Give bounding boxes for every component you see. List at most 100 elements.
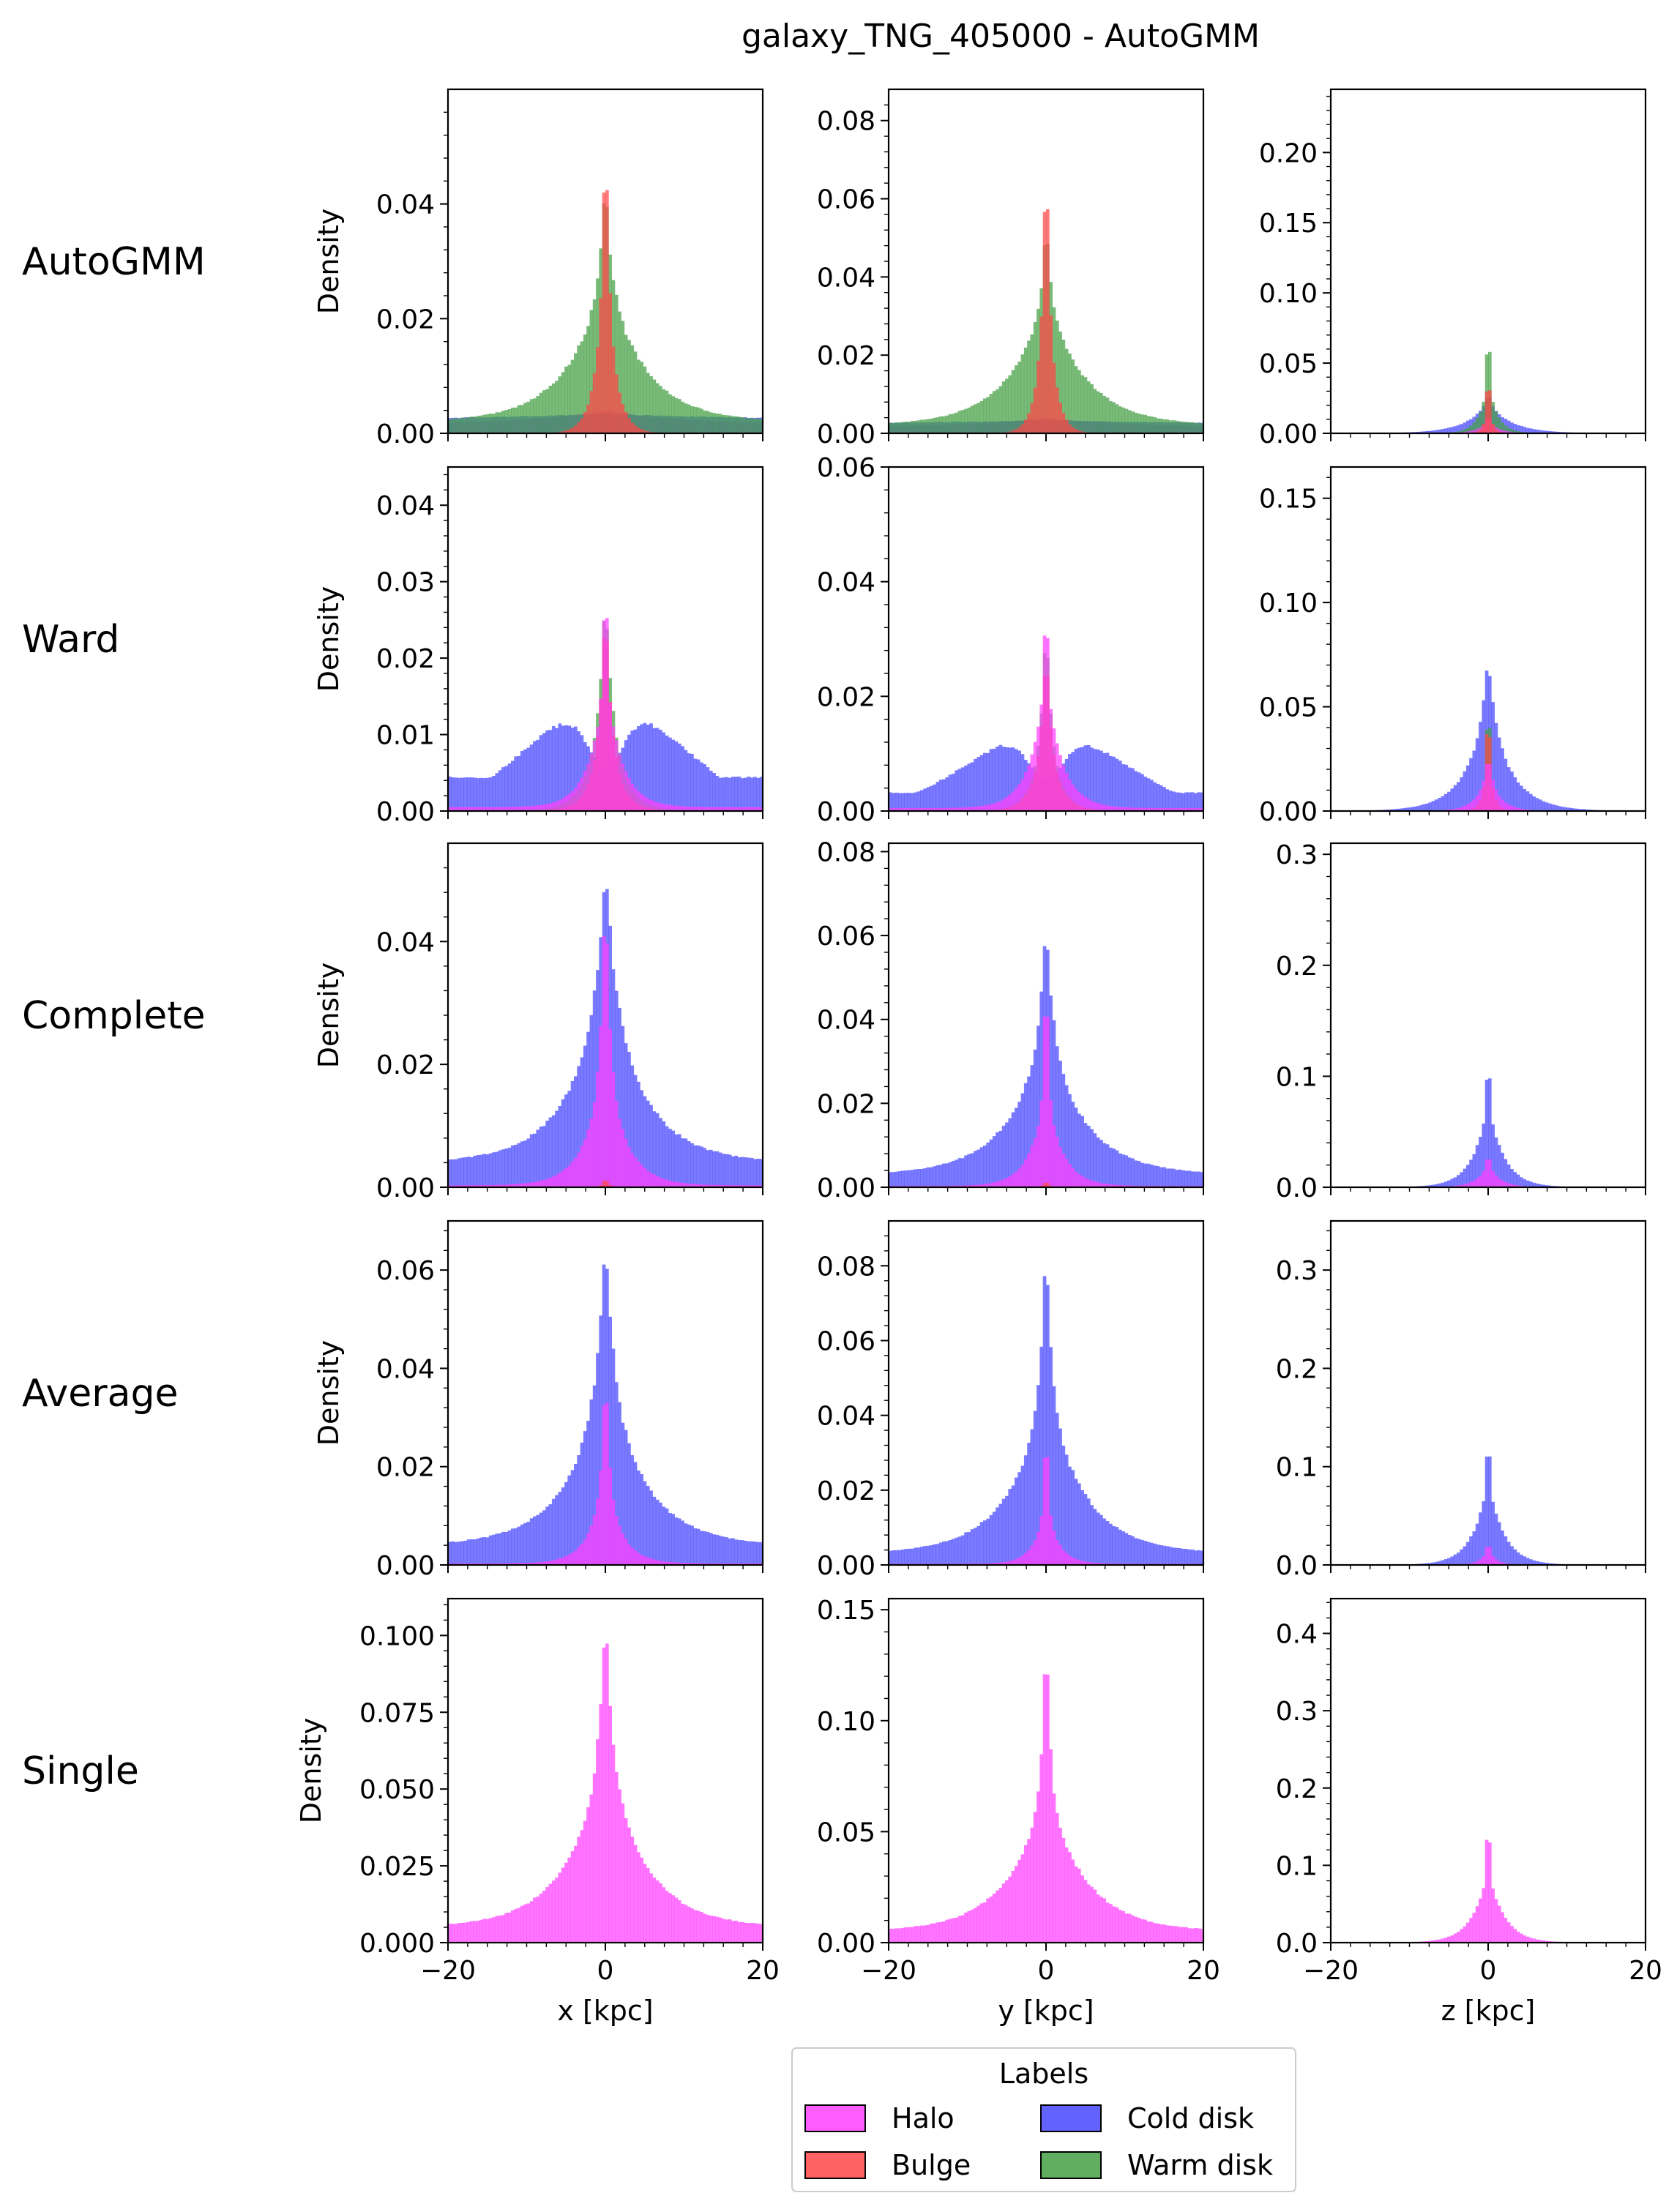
histogram-bar [561,798,565,811]
histogram-bar [526,1563,531,1565]
histogram-bar [970,1153,974,1187]
histogram-bar [655,1113,660,1187]
histogram-bar [1482,1888,1486,1943]
histogram-bar [992,1182,996,1187]
histogram-bar [718,414,722,433]
histogram-bar [935,1544,940,1565]
histogram-bar [1472,750,1476,811]
histogram-bar [952,774,955,811]
histogram-bar [955,412,958,433]
histogram-bar [1131,1536,1135,1565]
histogram-bar [671,805,675,811]
histogram-bar [933,1923,936,1943]
histogram-bar [583,1820,587,1943]
histogram-bar [592,373,597,433]
histogram-bar [1030,1429,1034,1565]
histogram-bar [1469,1563,1473,1565]
histogram-bar [948,774,952,811]
histogram-bar [624,771,628,811]
histogram-bar [700,1184,703,1187]
histogram-bar [756,418,761,433]
histogram-bar [454,1185,458,1187]
histogram-bar [728,777,732,811]
histogram-bar [681,1563,684,1565]
histogram-bar [1162,808,1166,811]
histogram-bar [659,1177,662,1187]
histogram-bar [684,403,688,433]
histogram-bar [520,1563,524,1565]
histogram-bar [1099,1183,1103,1187]
histogram-bar [737,1185,742,1187]
histogram-bar [998,801,1003,811]
histogram-bar [630,783,635,811]
histogram-bar [1523,1556,1526,1565]
histogram-bar [894,792,899,811]
histogram-bar [448,1924,452,1943]
histogram-bar [1463,1546,1467,1565]
histogram-bar [952,807,955,811]
histogram-bar [1197,1171,1201,1187]
histogram-bar [668,1181,672,1187]
histogram-bar [938,780,943,811]
histogram-bar [926,419,930,433]
histogram-bar [624,1043,628,1187]
histogram-bar [1015,1107,1018,1187]
histogram-bar [564,1167,568,1187]
histogram-bar [514,1908,518,1943]
histogram-bar [662,1887,666,1943]
histogram-bar [916,1169,921,1187]
histogram-bar [470,807,474,811]
histogram-bar [1431,1562,1435,1565]
histogram-bar [696,807,701,811]
histogram-bar [630,731,635,811]
histogram-bar [933,417,936,433]
histogram-bar [938,1542,943,1565]
x-axis-label: z [kpc] [1441,1995,1536,2027]
histogram-bar [476,807,480,811]
histogram-bar [1576,808,1580,811]
histogram-bar [614,1382,619,1565]
histogram-bar [558,1105,562,1187]
histogram-bar [957,411,962,433]
histogram-bar [1506,420,1511,433]
histogram-bar [1080,431,1084,433]
histogram-bar [750,1541,754,1565]
histogram-bar [558,1872,562,1943]
histogram-bar [448,1542,452,1565]
histogram-bar [1434,1184,1438,1187]
histogram-bar [998,744,1003,811]
histogram-bar [1061,1837,1066,1943]
histogram-bar [633,1550,638,1565]
histogram-bar [1023,1159,1028,1187]
histogram-bar [1463,429,1467,433]
histogram-bar [476,1185,480,1187]
y-tick-label: 0.0 [1276,1551,1318,1581]
histogram-bar [583,334,587,433]
histogram-bar [570,1161,575,1187]
y-tick-label: 0.04 [376,927,435,957]
histogram-bar [929,1545,933,1565]
histogram-bar [495,807,499,811]
histogram-bar [1096,803,1100,811]
histogram-bar [684,1905,688,1943]
histogram-bar [640,724,643,811]
histogram-bar [1523,809,1526,811]
histogram-bar [989,749,993,811]
histogram-bar [718,777,722,811]
histogram-bar [536,1129,540,1187]
histogram-bar [602,935,606,1187]
histogram-bar [1015,365,1018,433]
histogram-bar [470,1157,474,1187]
histogram-bar [1497,431,1501,433]
histogram-bar [1175,1926,1179,1943]
histogram-bar [1479,1898,1482,1943]
histogram-bar [722,777,725,811]
histogram-bar [1127,1185,1132,1187]
histogram-bar [1181,1170,1185,1187]
histogram-bar [643,1096,647,1187]
histogram-bar [715,775,720,811]
histogram-bar [627,734,631,811]
histogram-bar [1542,1562,1545,1565]
histogram-bar [1140,1162,1144,1187]
histogram-bar [665,735,669,811]
